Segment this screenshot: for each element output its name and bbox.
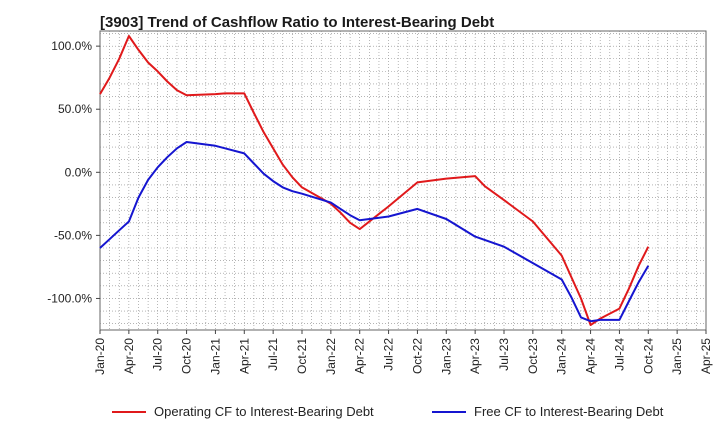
series-line-operating-cf — [99, 35, 650, 326]
x-tick-label: Oct-24 — [641, 338, 655, 374]
x-tick-label: Jan-25 — [670, 338, 684, 375]
legend-swatch-operating-cf — [112, 410, 146, 413]
x-tick-label: Oct-22 — [410, 338, 424, 374]
y-tick-label: 100.0% — [51, 39, 92, 53]
x-tick-label: Oct-20 — [180, 338, 194, 374]
x-axis-tick-labels: Jan-20 Apr-20 Jul-20 Oct-20 Jan-21 Apr-21 Jul-… — [93, 330, 713, 375]
legend-item-operating-cf: Operating CF to Interest-Bearing Debt — [112, 404, 374, 419]
legend-label-operating-cf: Operating CF to Interest-Bearing Debt — [154, 404, 374, 419]
legend: Operating CF to Interest-Bearing Debt Fr… — [0, 404, 720, 426]
series-lines — [99, 35, 650, 326]
x-tick-label: Jul-21 — [266, 338, 280, 371]
x-tick-label: Apr-20 — [122, 338, 136, 374]
plot-area — [99, 30, 707, 331]
y-tick-label: -50.0% — [54, 228, 92, 242]
x-tick-label: Jul-22 — [382, 338, 396, 371]
horizontal-gridlines — [100, 33, 706, 324]
x-tick-label: Jan-20 — [93, 338, 107, 375]
x-tick-label: Apr-22 — [353, 338, 367, 374]
x-tick-label: Oct-21 — [295, 338, 309, 374]
x-tick-label: Jul-20 — [151, 338, 165, 371]
x-tick-label: Apr-25 — [699, 338, 713, 374]
legend-label-free-cf: Free CF to Interest-Bearing Debt — [474, 404, 664, 419]
x-tick-label: Jan-22 — [324, 338, 338, 375]
x-tick-label: Apr-21 — [237, 338, 251, 374]
x-tick-label: Jan-23 — [439, 338, 453, 375]
x-tick-label: Apr-24 — [584, 338, 598, 374]
x-tick-label: Jul-23 — [497, 338, 511, 371]
x-tick-label: Apr-23 — [468, 338, 482, 374]
x-tick-label: Jan-21 — [208, 338, 222, 375]
y-axis-tick-labels: 100.0% 50.0% 0.0% -50.0% -100.0% — [47, 39, 100, 305]
x-tick-label: Jul-24 — [612, 338, 626, 371]
y-tick-label: -100.0% — [47, 291, 92, 305]
chart-title: [3903] Trend of Cashflow Ratio to Intere… — [100, 14, 495, 31]
series-line-free-cf — [99, 141, 650, 323]
y-tick-label: 0.0% — [65, 165, 93, 179]
x-tick-label: Oct-23 — [526, 338, 540, 374]
x-tick-label: Jan-24 — [555, 338, 569, 375]
y-tick-label: 50.0% — [58, 102, 92, 116]
legend-swatch-free-cf — [432, 410, 466, 413]
legend-item-free-cf: Free CF to Interest-Bearing Debt — [432, 404, 663, 419]
